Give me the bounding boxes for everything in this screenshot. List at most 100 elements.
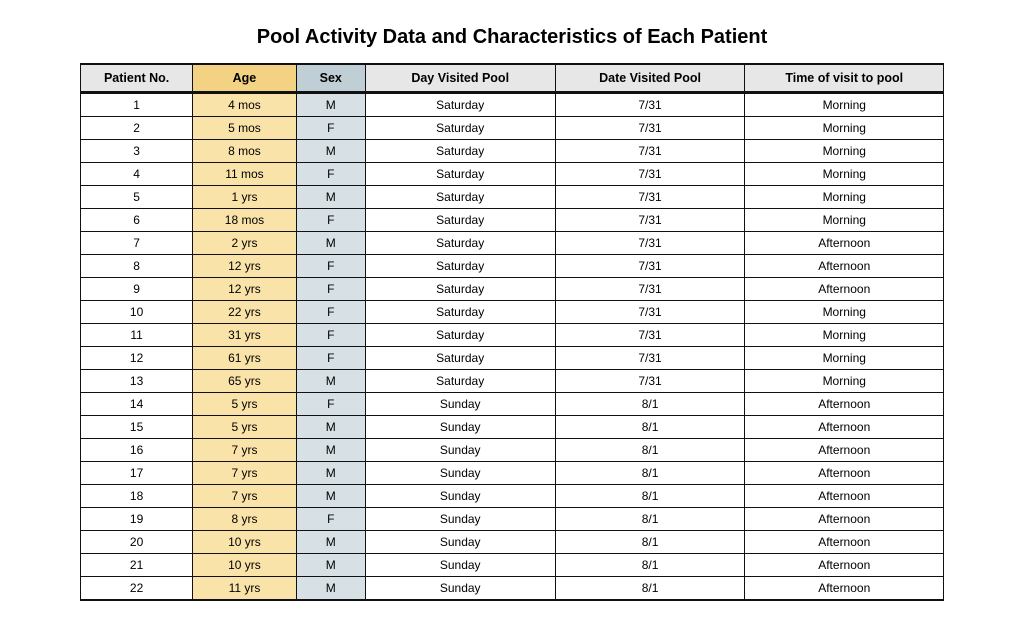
cell-time: Morning xyxy=(745,117,944,140)
cell-day: Sunday xyxy=(365,462,555,485)
cell-sex: F xyxy=(296,393,365,416)
cell-date: 8/1 xyxy=(555,531,745,554)
cell-day: Saturday xyxy=(365,163,555,186)
cell-sex: F xyxy=(296,278,365,301)
cell-day: Saturday xyxy=(365,370,555,393)
cell-age: 12 yrs xyxy=(193,278,297,301)
cell-no: 19 xyxy=(81,508,193,531)
table-row: 25 mosFSaturday7/31Morning xyxy=(81,117,944,140)
cell-sex: F xyxy=(296,117,365,140)
cell-time: Morning xyxy=(745,301,944,324)
cell-age: 22 yrs xyxy=(193,301,297,324)
cell-time: Afternoon xyxy=(745,255,944,278)
table-body: 14 mosMSaturday7/31Morning25 mosFSaturda… xyxy=(81,93,944,601)
cell-time: Morning xyxy=(745,209,944,232)
cell-time: Morning xyxy=(745,370,944,393)
cell-date: 8/1 xyxy=(555,462,745,485)
table-row: 167 yrsMSunday8/1Afternoon xyxy=(81,439,944,462)
col-header-time: Time of visit to pool xyxy=(745,64,944,93)
cell-day: Saturday xyxy=(365,255,555,278)
cell-no: 13 xyxy=(81,370,193,393)
cell-sex: M xyxy=(296,370,365,393)
cell-day: Saturday xyxy=(365,301,555,324)
cell-no: 21 xyxy=(81,554,193,577)
cell-age: 18 mos xyxy=(193,209,297,232)
cell-no: 9 xyxy=(81,278,193,301)
cell-no: 16 xyxy=(81,439,193,462)
cell-sex: M xyxy=(296,577,365,601)
col-header-sex: Sex xyxy=(296,64,365,93)
page-container: Pool Activity Data and Characteristics o… xyxy=(0,0,1024,601)
cell-age: 2 yrs xyxy=(193,232,297,255)
cell-day: Saturday xyxy=(365,117,555,140)
col-header-day: Day Visited Pool xyxy=(365,64,555,93)
cell-age: 65 yrs xyxy=(193,370,297,393)
cell-time: Afternoon xyxy=(745,439,944,462)
cell-sex: M xyxy=(296,93,365,117)
table-row: 2211 yrsMSunday8/1Afternoon xyxy=(81,577,944,601)
cell-day: Saturday xyxy=(365,186,555,209)
cell-time: Morning xyxy=(745,140,944,163)
cell-no: 8 xyxy=(81,255,193,278)
cell-age: 61 yrs xyxy=(193,347,297,370)
cell-sex: F xyxy=(296,347,365,370)
cell-time: Morning xyxy=(745,324,944,347)
cell-sex: F xyxy=(296,163,365,186)
cell-no: 17 xyxy=(81,462,193,485)
cell-age: 1 yrs xyxy=(193,186,297,209)
cell-day: Sunday xyxy=(365,577,555,601)
cell-age: 7 yrs xyxy=(193,462,297,485)
cell-date: 8/1 xyxy=(555,393,745,416)
cell-day: Saturday xyxy=(365,140,555,163)
table-row: 411 mosFSaturday7/31Morning xyxy=(81,163,944,186)
cell-time: Morning xyxy=(745,186,944,209)
cell-day: Saturday xyxy=(365,93,555,117)
table-row: 2010 yrsMSunday8/1Afternoon xyxy=(81,531,944,554)
cell-time: Afternoon xyxy=(745,462,944,485)
cell-sex: M xyxy=(296,439,365,462)
cell-no: 6 xyxy=(81,209,193,232)
cell-no: 14 xyxy=(81,393,193,416)
cell-age: 7 yrs xyxy=(193,485,297,508)
cell-no: 11 xyxy=(81,324,193,347)
patient-table: Patient No. Age Sex Day Visited Pool Dat… xyxy=(80,63,944,601)
cell-day: Sunday xyxy=(365,508,555,531)
cell-age: 7 yrs xyxy=(193,439,297,462)
cell-day: Sunday xyxy=(365,393,555,416)
cell-age: 5 yrs xyxy=(193,393,297,416)
cell-date: 7/31 xyxy=(555,232,745,255)
cell-age: 4 mos xyxy=(193,93,297,117)
cell-sex: M xyxy=(296,554,365,577)
cell-time: Morning xyxy=(745,163,944,186)
cell-time: Afternoon xyxy=(745,531,944,554)
cell-day: Sunday xyxy=(365,416,555,439)
cell-age: 31 yrs xyxy=(193,324,297,347)
cell-time: Afternoon xyxy=(745,232,944,255)
cell-no: 4 xyxy=(81,163,193,186)
cell-day: Saturday xyxy=(365,347,555,370)
cell-age: 8 yrs xyxy=(193,508,297,531)
table-row: 812 yrsFSaturday7/31Afternoon xyxy=(81,255,944,278)
cell-date: 7/31 xyxy=(555,278,745,301)
cell-time: Afternoon xyxy=(745,416,944,439)
cell-time: Afternoon xyxy=(745,554,944,577)
cell-day: Saturday xyxy=(365,324,555,347)
cell-date: 8/1 xyxy=(555,416,745,439)
cell-sex: F xyxy=(296,209,365,232)
cell-sex: F xyxy=(296,301,365,324)
table-row: 618 mosFSaturday7/31Morning xyxy=(81,209,944,232)
cell-date: 8/1 xyxy=(555,554,745,577)
cell-sex: M xyxy=(296,485,365,508)
cell-age: 10 yrs xyxy=(193,554,297,577)
cell-sex: M xyxy=(296,462,365,485)
cell-no: 22 xyxy=(81,577,193,601)
cell-no: 12 xyxy=(81,347,193,370)
cell-time: Afternoon xyxy=(745,577,944,601)
cell-day: Sunday xyxy=(365,531,555,554)
cell-sex: M xyxy=(296,531,365,554)
cell-time: Morning xyxy=(745,347,944,370)
cell-day: Saturday xyxy=(365,209,555,232)
header-row: Patient No. Age Sex Day Visited Pool Dat… xyxy=(81,64,944,93)
cell-no: 2 xyxy=(81,117,193,140)
cell-no: 15 xyxy=(81,416,193,439)
